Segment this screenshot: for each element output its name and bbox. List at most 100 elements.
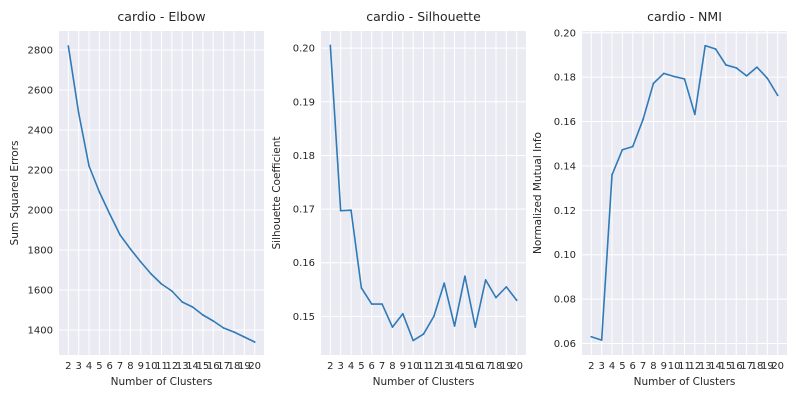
x-tick-label: 12	[165, 361, 178, 372]
data-point	[222, 327, 225, 329]
x-tick-label: 9	[661, 361, 667, 372]
x-tick-label: 3	[75, 361, 81, 372]
data-point	[652, 82, 655, 85]
data-point	[401, 312, 404, 315]
data-point	[202, 314, 204, 316]
x-tick-label: 8	[389, 361, 395, 372]
data-point	[474, 326, 477, 328]
y-axis-label-nmi: Normalized Mutual Info	[532, 132, 544, 254]
x-tick-label: 3	[337, 361, 343, 372]
data-point	[600, 339, 603, 341]
x-tick-label: 12	[427, 361, 440, 372]
x-tick-label: 13	[438, 361, 451, 372]
x-axis-label-silhouette: Number of Clusters	[373, 376, 475, 388]
chart-title-nmi: cardio - NMI	[647, 9, 722, 24]
x-tick-label: 9	[138, 361, 144, 372]
x-tick-label: 15	[720, 361, 733, 372]
chart-title-elbow: cardio - Elbow	[117, 9, 205, 24]
data-point	[673, 75, 675, 78]
x-tick-label: 9	[400, 361, 406, 372]
data-point	[212, 320, 215, 322]
data-point	[704, 44, 707, 47]
x-tick-label: 3	[598, 361, 604, 372]
x-tick-label: 8	[127, 361, 133, 372]
x-tick-label: 18	[751, 361, 764, 372]
data-point	[714, 48, 717, 50]
y-tick-label: 0.17	[293, 205, 315, 216]
data-point	[683, 78, 686, 80]
x-tick-label: 6	[369, 361, 375, 372]
data-point	[422, 333, 425, 335]
data-point	[391, 326, 394, 328]
x-tick-label: 20	[771, 361, 784, 372]
x-tick-label: 7	[117, 361, 123, 372]
data-point	[443, 282, 446, 284]
data-point	[735, 67, 738, 69]
data-point	[495, 296, 497, 299]
data-point	[119, 234, 121, 236]
x-tick-label: 19	[500, 361, 513, 372]
data-point	[412, 339, 414, 342]
y-axis-label-silhouette: Silhouette Coefficient	[271, 136, 283, 249]
data-point	[171, 290, 173, 292]
x-axis-label-elbow: Number of Clusters	[111, 376, 213, 388]
data-point	[329, 44, 332, 47]
y-tick-label: 2000	[28, 206, 53, 217]
y-tick-label: 2200	[28, 166, 53, 177]
x-tick-label: 10	[407, 361, 420, 372]
y-tick-label: 0.16	[293, 258, 315, 269]
data-point	[590, 336, 593, 338]
x-tick-label: 19	[238, 361, 251, 372]
y-tick-label: 0.18	[293, 151, 315, 162]
data-point	[515, 299, 518, 302]
data-point	[77, 112, 80, 114]
y-tick-label: 2400	[28, 126, 53, 137]
data-point	[150, 273, 152, 275]
x-tick-label: 11	[417, 361, 430, 372]
x-tick-label: 15	[459, 361, 472, 372]
data-point	[253, 341, 256, 343]
x-tick-label: 16	[469, 361, 482, 372]
x-tick-label: 17	[217, 361, 230, 372]
data-point	[745, 75, 748, 77]
x-tick-label: 5	[96, 361, 102, 372]
data-point	[631, 145, 634, 148]
x-tick-label: 2	[65, 361, 71, 372]
x-tick-label: 18	[490, 361, 503, 372]
x-tick-label: 16	[730, 361, 743, 372]
data-point	[756, 66, 758, 68]
y-tick-label: 0.16	[554, 117, 576, 128]
y-tick-label: 0.15	[293, 312, 315, 323]
data-point	[233, 331, 235, 333]
x-tick-label: 11	[678, 361, 691, 372]
data-point	[129, 248, 132, 250]
x-tick-label: 7	[379, 361, 385, 372]
x-tick-label: 12	[688, 361, 701, 372]
x-tick-label: 5	[619, 361, 625, 372]
data-point	[621, 148, 624, 151]
data-point	[88, 165, 90, 167]
x-tick-label: 10	[145, 361, 158, 372]
y-tick-label: 0.14	[554, 161, 576, 172]
x-tick-label: 13	[699, 361, 712, 372]
data-point	[67, 45, 70, 47]
x-tick-label: 16	[207, 361, 220, 372]
data-point	[694, 113, 696, 116]
x-tick-label: 7	[640, 361, 646, 372]
x-tick-label: 5	[358, 361, 364, 372]
data-point	[433, 315, 435, 318]
x-tick-label: 10	[668, 361, 681, 372]
x-tick-label: 4	[348, 361, 354, 372]
chart-title-silhouette: cardio - Silhouette	[366, 9, 481, 24]
data-point	[464, 275, 466, 277]
x-tick-label: 14	[448, 361, 461, 372]
data-point	[484, 279, 487, 281]
y-tick-label: 0.20	[293, 44, 315, 55]
y-tick-label: 0.08	[554, 295, 576, 306]
y-tick-label: 0.18	[554, 73, 576, 84]
x-tick-label: 18	[228, 361, 241, 372]
y-tick-label: 1400	[28, 326, 53, 337]
